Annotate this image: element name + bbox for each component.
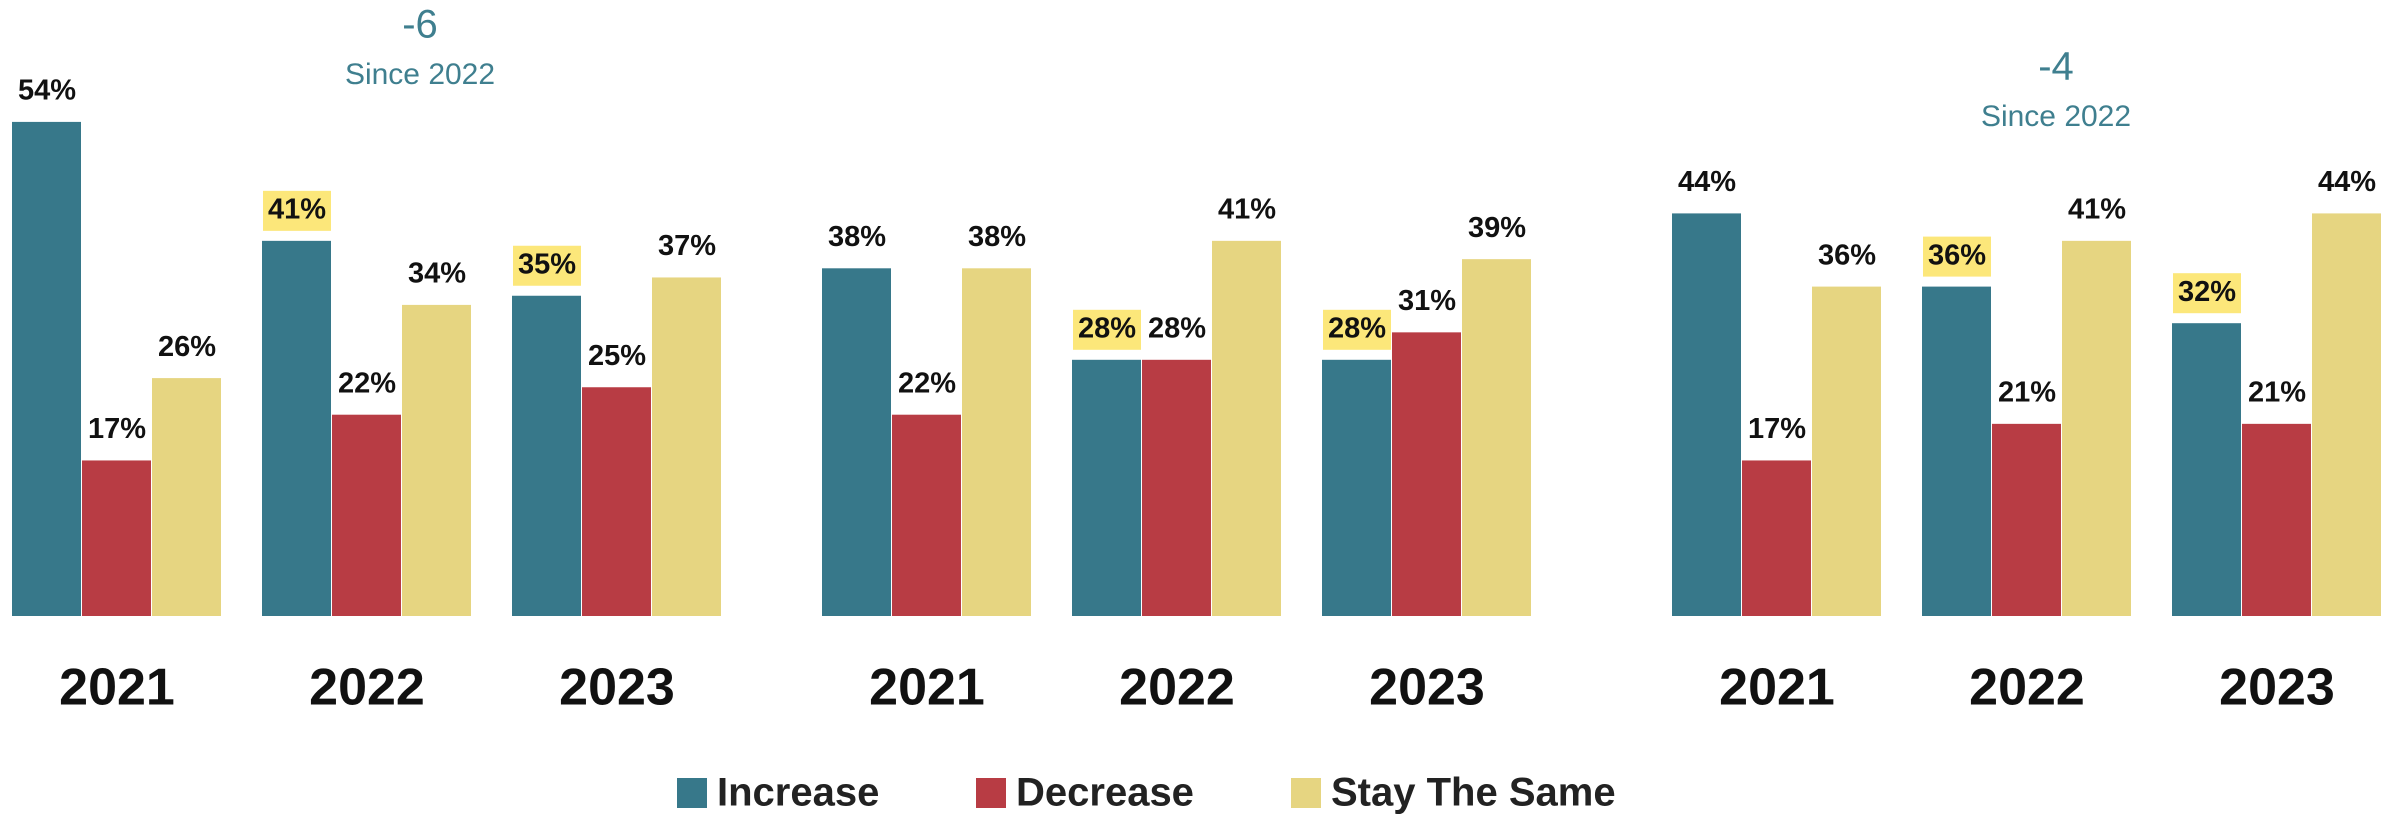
bar (582, 387, 651, 616)
value-label: 41% (268, 194, 326, 226)
value-label: 28% (1148, 312, 1206, 344)
x-tick-label: 2021 (869, 659, 985, 717)
value-label: 41% (1218, 194, 1276, 226)
label-highlight (1323, 309, 1391, 350)
label-highlight (263, 190, 331, 231)
annotation-note: Since 2022 (1981, 100, 2131, 133)
bar (1992, 423, 2061, 616)
bar (1322, 359, 1391, 616)
bar (1742, 460, 1811, 616)
x-tick-label: 2023 (559, 659, 675, 717)
bar (152, 378, 221, 616)
value-label: 17% (88, 413, 146, 445)
bar (1672, 213, 1741, 616)
bar (1812, 286, 1881, 616)
annotation-value: -4 (2038, 45, 2074, 89)
label-highlight (1073, 309, 1141, 350)
value-label: 28% (1078, 312, 1136, 344)
value-label: 22% (338, 367, 396, 399)
value-label: 22% (898, 367, 956, 399)
value-label: 36% (1928, 239, 1986, 271)
value-label: 44% (1678, 166, 1736, 198)
value-label: 28% (1328, 312, 1386, 344)
value-label: 21% (2248, 377, 2306, 409)
bar (1462, 259, 1531, 616)
bar (2242, 423, 2311, 616)
value-label: 31% (1398, 285, 1456, 317)
bar (1922, 286, 1991, 616)
x-tick-label: 2022 (309, 659, 425, 717)
label-highlight (1923, 236, 1991, 277)
label-highlight (513, 245, 581, 286)
value-label: 54% (18, 75, 76, 107)
value-label: 38% (968, 221, 1026, 253)
bar (822, 268, 891, 616)
x-tick-label: 2023 (2219, 659, 2335, 717)
legend-label: Stay The Same (1331, 771, 1616, 815)
bar (2172, 323, 2241, 616)
label-highlight (2173, 273, 2241, 314)
bar (892, 414, 961, 616)
bar (962, 268, 1031, 616)
value-label: 17% (1748, 413, 1806, 445)
bar (512, 295, 581, 616)
value-label: 41% (2068, 194, 2126, 226)
x-tick-label: 2021 (1719, 659, 1835, 717)
value-label: 25% (588, 340, 646, 372)
value-label: 39% (1468, 212, 1526, 244)
value-label: 37% (658, 230, 716, 262)
bar (82, 460, 151, 616)
value-label: 38% (828, 221, 886, 253)
legend-swatch (1291, 778, 1321, 808)
legend-label: Increase (717, 771, 879, 815)
legend-label: Decrease (1016, 771, 1194, 815)
bar (12, 121, 81, 617)
x-tick-label: 2022 (1969, 659, 2085, 717)
x-tick-label: 2023 (1369, 659, 1485, 717)
legend-swatch (976, 778, 1006, 808)
bar (1142, 359, 1211, 616)
bar (262, 240, 331, 616)
value-label: 32% (2178, 276, 2236, 308)
bar (1072, 359, 1141, 616)
bar (2062, 240, 2131, 616)
bar (2312, 213, 2381, 616)
value-label: 36% (1818, 239, 1876, 271)
value-label: 44% (2318, 166, 2376, 198)
value-label: 34% (408, 258, 466, 290)
bar (332, 414, 401, 616)
value-label: 35% (518, 248, 576, 280)
bar (402, 304, 471, 616)
value-label: 26% (158, 331, 216, 363)
annotation-note: Since 2022 (345, 58, 495, 91)
bar (652, 277, 721, 616)
bar (1212, 240, 1281, 616)
legend-swatch (677, 778, 707, 808)
bar (1392, 332, 1461, 616)
x-tick-label: 2022 (1119, 659, 1235, 717)
value-label: 21% (1998, 377, 2056, 409)
annotation-value: -6 (402, 3, 438, 47)
x-tick-label: 2021 (59, 659, 175, 717)
